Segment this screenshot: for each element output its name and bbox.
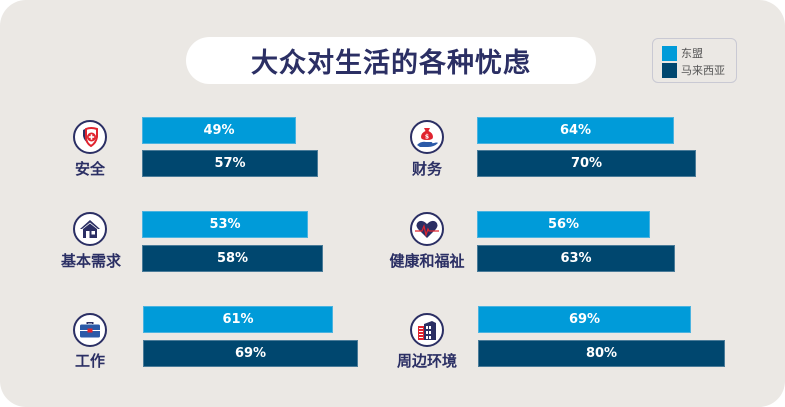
bar-work-asean: 61% [143,306,333,333]
bar-surroundings-malaysia: 80% [478,340,725,367]
category-label-health-wellbeing: 健康和福祉 [389,252,465,270]
bar-surroundings-asean: 69% [478,306,691,333]
legend: 东盟 马来西亚 [652,38,737,83]
category-label-basic-needs: 基本需求 [60,252,121,270]
legend-item-asean: 东盟 [662,45,703,61]
bar-work-malaysia: 69% [143,340,358,367]
legend-label-malaysia: 马来西亚 [681,64,725,77]
shield-medical-icon [73,120,107,154]
title-pill: 大众对生活的各种忧虑 [186,37,596,84]
bar-finance-malaysia: 70% [477,150,696,177]
category-label-safety: 安全 [74,160,105,178]
bar-safety-asean: 49% [142,117,296,144]
house-icon [73,212,107,246]
category-label-work: 工作 [74,352,105,370]
chart-title: 大众对生活的各种忧虑 [251,48,531,79]
bar-health-asean: 56% [477,211,650,238]
legend-item-malaysia: 马来西亚 [662,62,725,78]
briefcase-icon [73,313,107,347]
bar-basic-needs-malaysia: 58% [142,245,323,272]
legend-label-asean: 东盟 [681,47,703,60]
buildings-icon [410,313,444,347]
bar-finance-asean: 64% [477,117,674,144]
bar-safety-malaysia: 57% [142,150,318,177]
bar-health-malaysia: 63% [477,245,675,272]
category-label-finance: 财务 [411,160,442,178]
money-bag-hand-icon: $ [410,120,444,154]
legend-swatch-malaysia [662,62,677,78]
category-label-surroundings: 周边环境 [396,352,457,370]
heart-pulse-icon [410,212,444,246]
legend-swatch-asean [662,45,677,61]
svg-text:$: $ [425,134,429,141]
bar-basic-needs-asean: 53% [142,211,308,238]
